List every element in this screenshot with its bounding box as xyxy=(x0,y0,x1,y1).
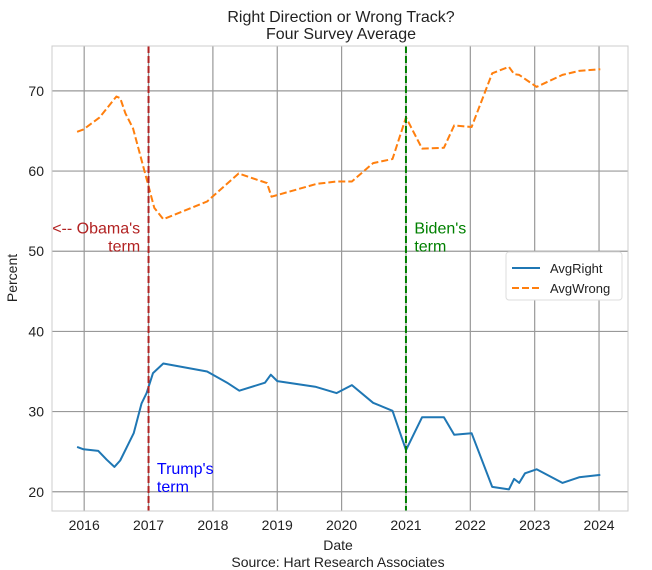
series-line-avgwrong xyxy=(76,65,601,221)
plot-frame xyxy=(51,45,629,512)
y-tick-label: 30 xyxy=(28,404,44,420)
source-note: Source: Hart Research Associates xyxy=(231,554,444,570)
x-tick-label: 2021 xyxy=(390,517,421,533)
y-tick-label: 20 xyxy=(28,484,44,500)
y-axis-label: Percent xyxy=(4,254,20,302)
x-axis-label: Date xyxy=(323,537,353,553)
term-annotation: term xyxy=(414,239,446,256)
x-tick-label: 2019 xyxy=(262,517,293,533)
x-tick-label: 2018 xyxy=(197,517,228,533)
term-annotation: term xyxy=(157,479,189,496)
term-annotation: <-- Obama's xyxy=(52,221,140,238)
x-tick-label: 2016 xyxy=(69,517,100,533)
chart-subtitle: Four Survey Average xyxy=(266,26,416,43)
legend-label: AvgRight xyxy=(550,261,603,276)
x-tick-label: 2020 xyxy=(326,517,357,533)
term-annotation: Biden's xyxy=(414,221,466,238)
legend-label: AvgWrong xyxy=(550,281,610,296)
y-tick-label: 50 xyxy=(28,243,44,259)
x-tick-label: 2024 xyxy=(583,517,614,533)
series-line-avgright xyxy=(76,362,601,491)
y-tick-label: 40 xyxy=(28,323,44,339)
x-tick-label: 2022 xyxy=(455,517,486,533)
term-annotation: term xyxy=(108,239,140,256)
y-tick-label: 70 xyxy=(28,83,44,99)
x-tick-label: 2023 xyxy=(519,517,550,533)
y-tick-label: 60 xyxy=(28,163,44,179)
term-annotation: Trump's xyxy=(157,461,214,478)
x-tick-label: 2017 xyxy=(133,517,164,533)
legend: AvgRight AvgWrong xyxy=(505,251,623,301)
chart-title: Right Direction or Wrong Track? xyxy=(227,9,454,26)
